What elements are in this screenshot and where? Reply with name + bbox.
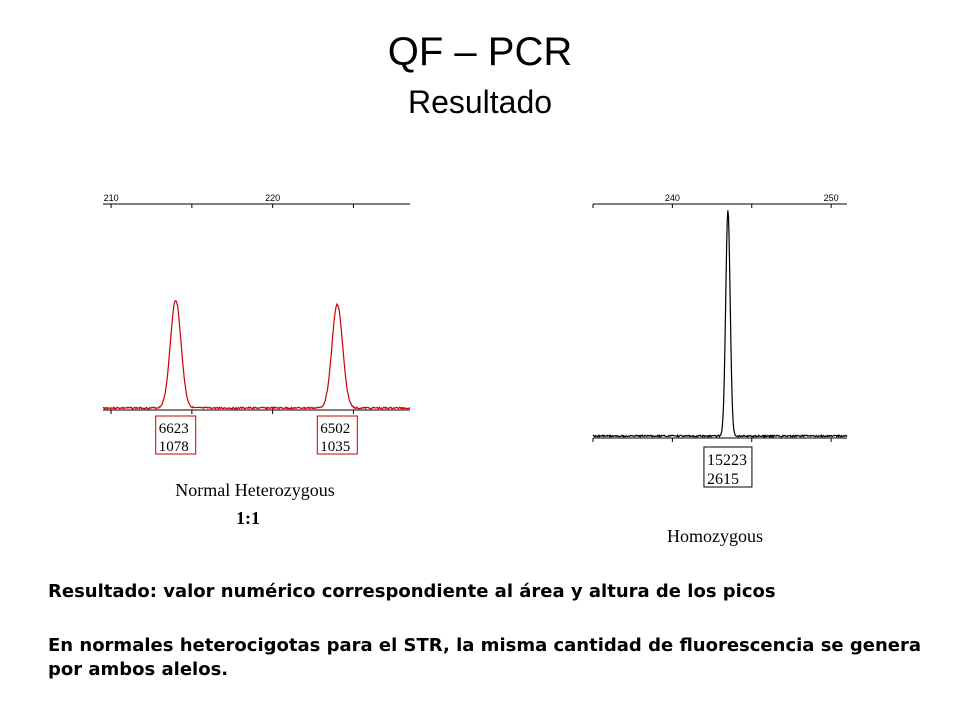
peak-height-label: 2615 — [707, 471, 739, 488]
peak-label: 15223 2615 — [703, 446, 753, 488]
slide-subtitle: Resultado — [407, 84, 553, 120]
x-tick-label: 220 — [265, 193, 280, 203]
peak-area-label: 6623 — [159, 421, 189, 437]
homozygous-electropherogram: 240 250 15223 2615 Homozygous — [592, 193, 848, 546]
x-tick-label: 210 — [104, 193, 119, 203]
x-tick-label: 250 — [824, 193, 839, 203]
heterozygous-trace — [102, 300, 411, 410]
heterozygous-electropherogram: 210 220 6623 1078 6502 1035 Normal Heterozyg… — [102, 193, 411, 528]
peak-value-box — [316, 415, 358, 455]
heterozygous-explanation: En normales heterocigotas para el STR, l… — [48, 635, 922, 680]
homozygous-trace — [592, 210, 848, 439]
peak-label: 6623 1078 — [155, 415, 197, 455]
peak-area-label: 15223 — [707, 452, 747, 469]
homozygous-title: Homozygous — [667, 526, 763, 546]
ratio-annotation: 1:1 — [236, 508, 260, 528]
x-tick-label: 240 — [665, 193, 680, 203]
peak-label: 6502 1035 — [316, 415, 358, 455]
heterozygous-title: Normal Heterozygous — [175, 480, 334, 500]
slide-title: QF – PCR — [387, 30, 573, 74]
peak-height-label: 1078 — [159, 439, 189, 455]
peak-value-box — [703, 446, 753, 488]
peak-area-label: 6502 — [320, 421, 350, 437]
peak-value-box — [155, 415, 197, 455]
result-caption: Resultado: valor numérico correspondient… — [48, 581, 776, 602]
peak-height-label: 1035 — [320, 439, 350, 455]
